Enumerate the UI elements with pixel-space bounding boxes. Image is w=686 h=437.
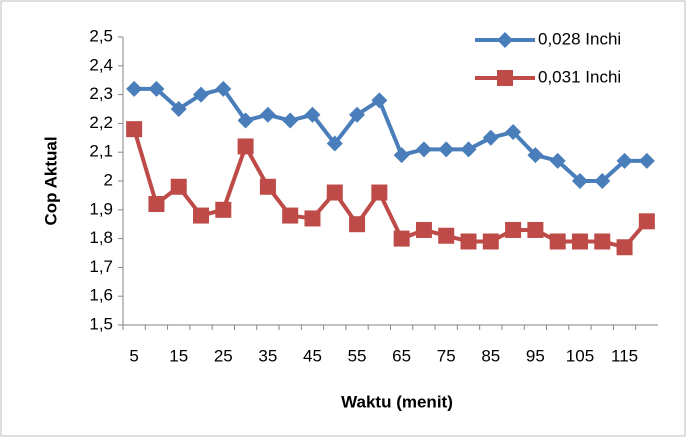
point (349, 106, 366, 123)
point (571, 173, 588, 189)
point (482, 129, 499, 146)
point (237, 112, 254, 129)
point (349, 216, 366, 233)
x-tick-label: 25 (214, 346, 233, 365)
point (527, 221, 544, 238)
point (193, 207, 210, 224)
y-tick-label: 1,5 (89, 314, 113, 333)
y-tick-label: 1,7 (89, 257, 113, 276)
x-tick-label: 75 (437, 346, 456, 365)
point (438, 141, 455, 158)
point (549, 233, 566, 250)
point (371, 92, 388, 109)
x-tick-label: 65 (392, 346, 411, 365)
y-axis-title: Cop Aktual (41, 136, 60, 225)
point (282, 112, 299, 129)
point (148, 80, 165, 97)
point (193, 86, 210, 103)
point (259, 178, 276, 195)
legend-marker (497, 70, 513, 86)
point (170, 101, 187, 117)
y-tick-label: 2,3 (89, 84, 113, 103)
legend-label: 0,031 Inchi (538, 67, 621, 86)
x-axis-title: Waktu (menit) (341, 392, 453, 411)
point (126, 121, 143, 138)
point (215, 201, 232, 218)
point (371, 184, 388, 201)
x-tick-label: 105 (566, 346, 594, 365)
point (170, 178, 187, 195)
point (304, 106, 321, 123)
point (616, 152, 633, 169)
x-tick-label: 5 (129, 346, 138, 365)
point (282, 207, 299, 224)
point (304, 210, 321, 227)
point (594, 173, 611, 189)
point (482, 233, 499, 250)
y-tick-label: 1,6 (89, 286, 113, 305)
point (505, 124, 522, 141)
point (393, 147, 410, 164)
point (237, 138, 254, 155)
point (415, 221, 432, 238)
y-tick-label: 2,5 (89, 26, 113, 45)
point (415, 141, 432, 158)
point (594, 233, 611, 250)
x-tick-label: 55 (348, 346, 367, 365)
point (616, 239, 633, 256)
point (438, 227, 455, 244)
point (638, 152, 655, 169)
x-tick-label: 95 (526, 346, 545, 365)
point (215, 80, 232, 97)
point (259, 106, 276, 123)
point (505, 221, 522, 238)
x-tick-label: 45 (303, 346, 322, 365)
point (527, 147, 544, 164)
legend-label: 0,028 Inchi (538, 29, 621, 48)
point (549, 152, 566, 169)
point (326, 135, 343, 152)
point (126, 80, 143, 97)
y-tick-label: 2,4 (89, 55, 113, 74)
y-tick-label: 2 (104, 170, 113, 189)
legend-marker (497, 32, 513, 48)
point (571, 233, 588, 250)
y-tick-label: 1,9 (89, 199, 113, 218)
point (393, 230, 410, 247)
point (638, 213, 655, 230)
point (148, 196, 165, 213)
y-tick-label: 2,2 (89, 113, 113, 132)
x-tick-label: 85 (481, 346, 500, 365)
x-tick-label: 115 (611, 346, 638, 365)
x-tick-label: 35 (258, 346, 277, 365)
y-tick-label: 2,1 (89, 142, 113, 161)
point (460, 141, 477, 158)
point (326, 184, 343, 201)
x-tick-label: 15 (169, 346, 188, 365)
y-tick-label: 1,8 (89, 228, 113, 247)
point (460, 233, 477, 250)
